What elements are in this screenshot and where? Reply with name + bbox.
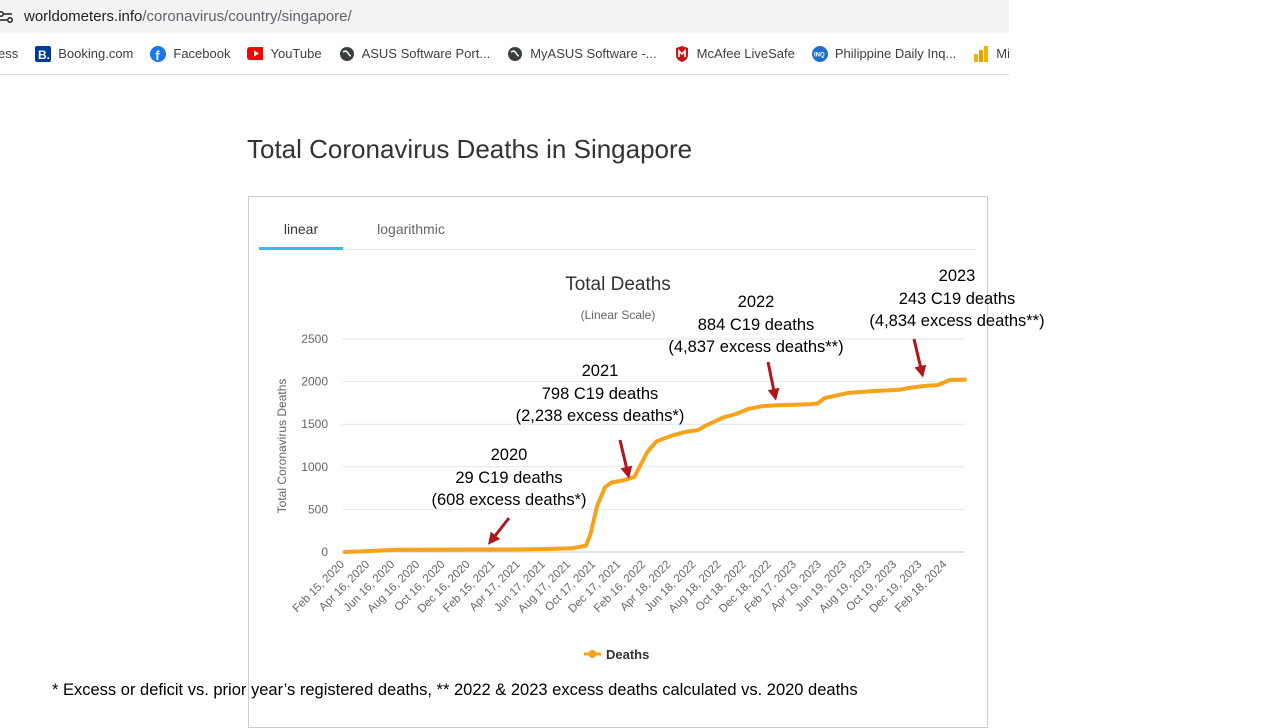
annotation-2020: 2020 29 C19 deaths (608 excess deaths*) [431, 444, 586, 512]
url-host: worldometers.info [24, 8, 143, 25]
bookmark-microsoft[interactable]: Microsoft [973, 45, 1009, 62]
address-bar[interactable]: worldometers.info/coronavirus/country/si… [0, 0, 1009, 33]
annotation-c19-deaths: 884 C19 deaths [697, 315, 815, 334]
bookmark-label: ASUS Software Port... [361, 46, 491, 61]
tab-logarithmic[interactable]: logarithmic [377, 221, 445, 237]
annotation-excess-deaths: (4,837 excess deaths**) [668, 338, 844, 356]
y-tick-label: 1500 [301, 417, 328, 431]
bookmark-label: Booking.com [58, 46, 134, 61]
annotation-excess-deaths: (4,834 excess deaths**) [869, 312, 1045, 330]
bookmark-asus-software[interactable]: ASUS Software Port... [339, 46, 491, 62]
annotation-year: 2023 [938, 267, 976, 285]
bookmark-label: MyASUS Software -... [530, 46, 657, 61]
page-title: Total Coronavirus Deaths in Singapore [247, 134, 693, 164]
annotation-year: 2021 [581, 362, 619, 380]
legend[interactable]: Deaths [584, 647, 649, 662]
chart-subtitle: (Linear Scale) [581, 308, 656, 322]
globe-icon [339, 46, 355, 62]
bookmark-label: McAfee LiveSafe [696, 46, 795, 61]
legend-label-deaths: Deaths [606, 647, 649, 662]
annotation-2022: 2022 884 C19 deaths (4,837 excess deaths… [668, 291, 843, 359]
url-text[interactable]: worldometers.info/coronavirus/country/si… [24, 8, 352, 25]
globe-icon [507, 46, 523, 62]
legend-swatch-dot [588, 650, 597, 658]
y-tick-label: 2000 [301, 375, 328, 389]
annotation-2023: 2023 243 C19 deaths (4,834 excess deaths… [869, 265, 1044, 333]
series-line-deaths [343, 377, 967, 554]
y-tick-label: 500 [308, 502, 328, 516]
mcafee-icon [674, 45, 690, 62]
chart-card: linear logarithmic [248, 196, 988, 728]
chart-title: Total Deaths [565, 274, 671, 295]
bookmark-youtube[interactable]: YouTube [247, 46, 322, 62]
bookmark-mcafee[interactable]: McAfee LiveSafe [674, 45, 795, 62]
annotation-excess-deaths: (608 excess deaths*) [431, 491, 587, 509]
bookmark-label: Microsoft [996, 46, 1009, 61]
bookmarks-bar: ess B. Booking.com f Facebook YouTube AS… [0, 33, 1009, 75]
youtube-icon [247, 46, 264, 62]
y-tick-label: 1000 [301, 460, 328, 474]
tab-linear[interactable]: linear [259, 197, 343, 250]
y-axis-label: Total Coronavirus Deaths [275, 379, 289, 514]
facebook-icon: f [150, 45, 167, 62]
bookmark-facebook[interactable]: f Facebook [150, 45, 231, 62]
footnote: * Excess or deficit vs. prior year’s reg… [52, 681, 858, 699]
annotation-2021: 2021 798 C19 deaths (2,238 excess deaths… [516, 360, 685, 428]
gridlines [342, 338, 965, 553]
annotation-year: 2022 [737, 293, 775, 311]
bookmark-myasus[interactable]: MyASUS Software -... [507, 46, 657, 62]
chart-scale-tabs: linear logarithmic [259, 197, 975, 250]
bookmark-booking[interactable]: B. Booking.com [35, 45, 134, 62]
bookmark-label: Facebook [173, 46, 231, 61]
y-tick-label: 0 [321, 545, 328, 559]
site-settings-icon[interactable] [0, 9, 14, 25]
bookmark-item[interactable]: ess [0, 46, 18, 61]
bookmark-label: YouTube [270, 46, 322, 61]
bookmark-label: ess [0, 46, 19, 61]
annotation-c19-deaths: 29 C19 deaths [455, 468, 563, 487]
svg-text:INQ: INQ [814, 52, 825, 58]
y-tick-label: 2500 [301, 332, 328, 346]
bookmark-inquirer[interactable]: INQ Philippine Daily Inq... [811, 45, 957, 62]
annotation-excess-deaths: (2,238 excess deaths*) [515, 407, 685, 425]
y-axis-ticks: 0 500 1000 1500 2000 2500 [301, 332, 328, 559]
annotation-year: 2020 [490, 446, 528, 464]
booking-icon: B. [35, 45, 52, 62]
svg-text:f: f [156, 48, 161, 62]
annotation-c19-deaths: 243 C19 deaths [898, 289, 1016, 308]
annotation-c19-deaths: 798 C19 deaths [541, 384, 659, 403]
inquirer-icon: INQ [811, 45, 828, 62]
url-path: /coronavirus/country/singapore/ [142, 8, 352, 25]
chart-icon [973, 45, 989, 62]
bookmark-label: Philippine Daily Inq... [834, 46, 957, 61]
svg-text:B.: B. [38, 48, 50, 62]
